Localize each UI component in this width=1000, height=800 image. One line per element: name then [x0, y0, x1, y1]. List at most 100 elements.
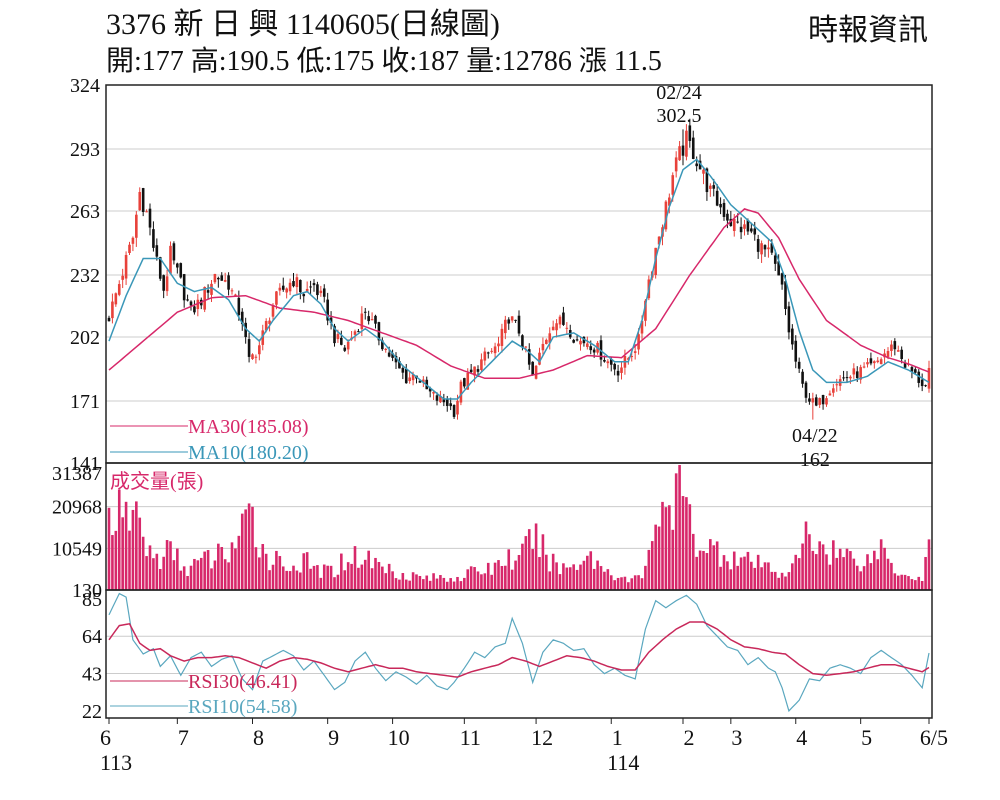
volume-bar	[572, 564, 575, 590]
volume-bar	[504, 565, 507, 590]
volume-bar	[808, 534, 811, 590]
volume-bar	[698, 550, 702, 590]
volume-bar	[579, 564, 582, 590]
volume-tick-label: 10549	[52, 538, 102, 560]
volume-bar	[275, 550, 278, 590]
volume-bar	[866, 554, 869, 590]
candle-body	[709, 185, 712, 189]
candle-body	[797, 361, 801, 369]
volume-bar	[230, 542, 234, 590]
candle-body	[548, 333, 552, 343]
volume-bar	[644, 565, 647, 590]
volume-bar	[787, 572, 791, 590]
rsi30-line	[108, 621, 930, 678]
candle-body	[418, 380, 422, 383]
volume-bar	[145, 556, 148, 590]
candle-body	[305, 288, 309, 292]
volume-bar	[729, 569, 733, 590]
candle-body	[842, 377, 845, 379]
volume-bar	[203, 551, 206, 590]
volume-bar	[715, 541, 719, 590]
volume-bar	[138, 517, 142, 590]
volume-bar	[661, 501, 664, 590]
volume-bar	[914, 580, 917, 590]
volume-bar	[469, 566, 473, 590]
volume-bar	[818, 541, 821, 590]
month-label: 3	[731, 725, 742, 750]
candle-body	[715, 190, 719, 206]
volume-bar	[319, 577, 323, 590]
candle-body	[818, 398, 821, 405]
candle-body	[268, 320, 271, 324]
rsi30-legend-label: RSI30(46.41)	[188, 671, 297, 693]
candle-body	[678, 146, 681, 161]
volume-bar	[258, 557, 261, 590]
volume-bar	[353, 546, 357, 590]
candle-body	[343, 347, 347, 351]
candle-body	[531, 361, 534, 376]
candle-body	[217, 277, 220, 280]
volume-bar	[114, 530, 118, 590]
candle-body	[251, 354, 254, 360]
candle-body	[258, 345, 261, 355]
candle-body	[555, 323, 558, 331]
month-label: 6	[100, 725, 111, 750]
candle-body	[541, 343, 545, 351]
candle-body	[787, 306, 791, 333]
volume-bar	[162, 556, 165, 590]
volume-bar	[825, 554, 828, 590]
volume-bar	[592, 568, 596, 590]
candle-body	[319, 290, 323, 294]
candle-body	[609, 359, 613, 365]
volume-bar	[223, 559, 227, 590]
candle-body	[777, 261, 780, 276]
candle-body	[360, 313, 364, 330]
volume-bar	[213, 560, 217, 590]
volume-bar	[845, 548, 849, 590]
candle-body	[497, 343, 500, 347]
candle-body	[473, 366, 476, 376]
ma10-line	[108, 158, 930, 400]
volume-bar	[165, 540, 169, 590]
candle-body	[924, 385, 927, 387]
candle-body	[767, 247, 770, 250]
volume-bar	[849, 551, 852, 590]
candle-body	[295, 277, 299, 288]
candle-body	[896, 350, 900, 352]
candle-body	[165, 276, 169, 292]
candle-body	[664, 201, 668, 230]
candle-body	[627, 358, 630, 360]
candle-body	[398, 361, 401, 369]
volume-bar	[736, 565, 739, 590]
candle-body	[370, 319, 374, 321]
candle-body	[353, 331, 357, 335]
volume-tick-label: 20968	[52, 497, 102, 519]
candle-body	[582, 337, 586, 344]
volume-bar	[814, 554, 818, 590]
volume-bar	[568, 567, 572, 590]
volume-bar	[135, 501, 138, 590]
price-tick-label: 141	[70, 453, 100, 475]
candle-body	[131, 237, 135, 244]
volume-bar	[367, 550, 370, 590]
candle-body	[534, 365, 538, 379]
volume-bar	[896, 575, 900, 590]
candle-body	[729, 218, 733, 226]
candle-body	[309, 286, 312, 288]
candle-body	[469, 369, 473, 373]
volume-bar	[210, 568, 213, 590]
volume-bar	[452, 581, 456, 590]
candle-body	[333, 325, 336, 344]
candle-body	[172, 243, 176, 261]
candle-body	[927, 367, 931, 389]
volume-bar	[691, 533, 695, 590]
candle-body	[698, 160, 702, 170]
volume-bar	[186, 575, 189, 590]
volume-bar	[917, 576, 921, 590]
candle-body	[445, 398, 449, 406]
candle-body	[869, 358, 873, 364]
volume-bar	[767, 562, 770, 590]
candle-body	[688, 125, 692, 141]
volume-bar	[883, 547, 886, 590]
candle-body	[169, 245, 172, 274]
